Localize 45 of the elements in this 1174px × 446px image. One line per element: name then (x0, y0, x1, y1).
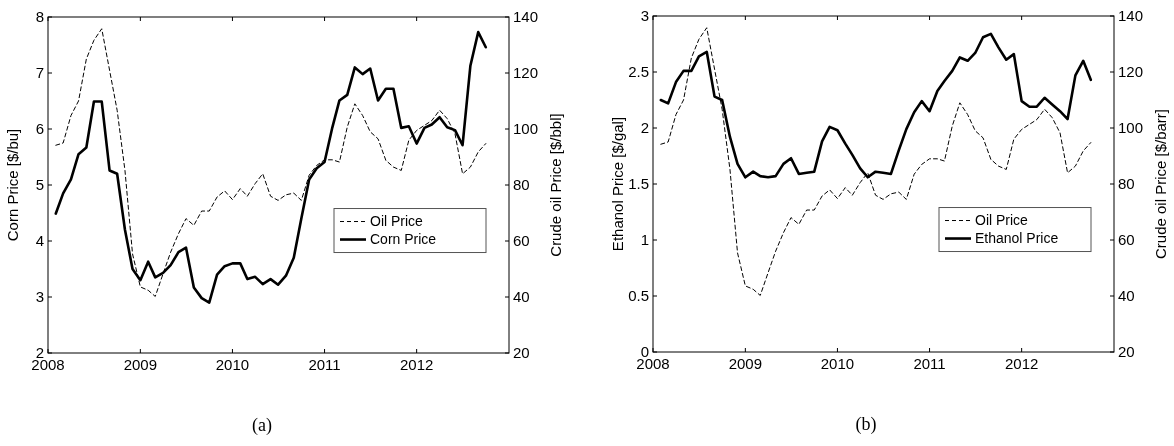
y-axis-title: Ethanol Price [$/gal] (609, 116, 626, 252)
legend-label: Ethanol Price (975, 230, 1059, 247)
text: (a) (252, 415, 272, 436)
x-tick-label: 2011 (308, 356, 341, 373)
y2-tick-label: 80 (1118, 175, 1135, 193)
y-tick-label: 1 (640, 231, 649, 249)
x-tick-label: 2012 (1004, 355, 1039, 372)
y2-tick-label: 120 (513, 64, 539, 82)
y-tick-label: 1.5 (628, 175, 649, 193)
y-tick-label: 8 (35, 8, 44, 26)
y2-tick-label: 60 (1118, 231, 1135, 249)
y-tick-label: 3 (640, 7, 649, 25)
y-tick-label: 0.5 (628, 287, 649, 305)
y2-tick-label: 100 (1118, 119, 1144, 137)
legend-label: Oil Price (975, 212, 1029, 229)
y2-tick-label: 120 (1118, 63, 1144, 81)
y2-tick-label: 40 (513, 288, 530, 306)
y-tick-label: 4 (35, 232, 44, 250)
y-tick-label: 2.5 (628, 63, 649, 81)
y-tick-label: 5 (35, 176, 44, 194)
x-tick-label: 2012 (399, 356, 434, 373)
y-tick-label: 7 (35, 64, 44, 82)
y-axis-title: Corn Price [$/bu] (4, 128, 21, 242)
y-tick-label: 2 (640, 119, 649, 137)
x-tick-label: 2011 (913, 355, 946, 372)
y2-tick-label: 140 (1118, 7, 1144, 25)
y2-tick-label: 20 (1118, 343, 1135, 361)
y-tick-label: 6 (35, 120, 44, 138)
line-series (660, 27, 1092, 296)
x-tick-label: 2009 (728, 355, 763, 372)
y2-tick-label: 140 (513, 8, 539, 26)
y2-tick-label: 80 (513, 176, 530, 194)
y2-axis-title: Crude oil Price [$/bbl] (547, 113, 564, 257)
y-tick-label: 3 (35, 288, 44, 306)
y2-tick-label: 100 (513, 120, 539, 138)
legend-label: Corn Price (370, 231, 437, 248)
text: (b) (855, 414, 877, 435)
y2-tick-label: 60 (513, 232, 530, 250)
y2-tick-label: 40 (1118, 287, 1135, 305)
x-tick-label: 2010 (820, 355, 855, 372)
x-tick-label: 2010 (215, 356, 250, 373)
y2-tick-label: 20 (513, 344, 530, 362)
y2-axis-title: Crude oil Price [$/barr] (1152, 108, 1169, 260)
legend-label: Oil Price (370, 213, 424, 230)
x-tick-label: 2009 (123, 356, 158, 373)
